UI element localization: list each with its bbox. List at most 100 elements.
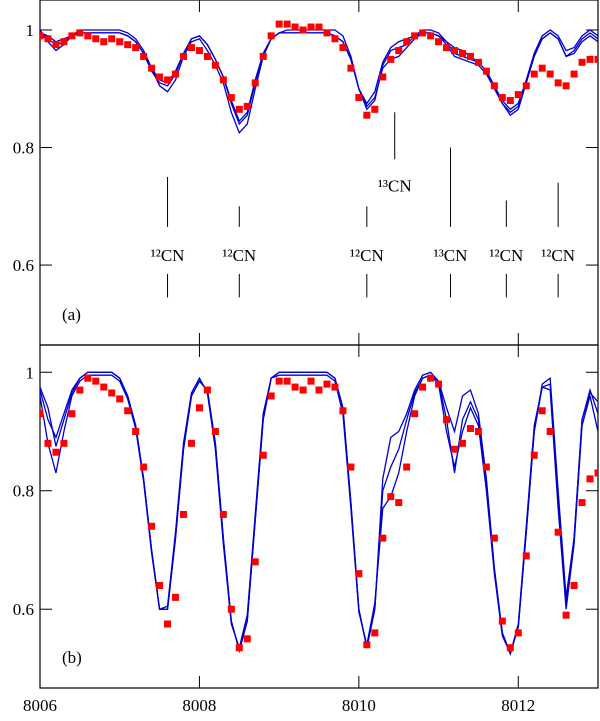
data-point (578, 58, 586, 66)
data-point (235, 105, 243, 113)
plot-frame (39, 0, 599, 346)
data-point (403, 38, 411, 46)
spectrum-line (40, 29, 598, 135)
spectrum-line (40, 32, 598, 123)
data-point (474, 427, 482, 435)
data-point (538, 64, 546, 72)
data-point (44, 439, 52, 447)
data-point (411, 32, 419, 40)
data-point (187, 439, 195, 447)
data-point (60, 439, 68, 447)
data-point (379, 534, 387, 542)
data-point (116, 38, 124, 46)
data-point (132, 44, 140, 52)
data-point (514, 629, 522, 637)
plot-area (40, 20, 598, 135)
data-point (164, 620, 172, 628)
data-point (148, 522, 156, 530)
data-point (92, 377, 100, 385)
annotation-label: ¹²CN (222, 246, 256, 265)
data-point (52, 41, 60, 49)
data-point (427, 32, 435, 40)
data-point (227, 605, 235, 613)
data-point (474, 58, 482, 66)
data-point (538, 407, 546, 415)
data-point (546, 70, 554, 78)
data-point (315, 386, 323, 394)
data-point (331, 35, 339, 43)
data-point (235, 644, 243, 652)
data-point (156, 73, 164, 81)
data-point (562, 611, 570, 619)
data-point (578, 499, 586, 507)
data-point (156, 582, 164, 590)
data-point (140, 463, 148, 471)
data-point (458, 49, 466, 57)
data-point (395, 499, 403, 507)
spectrum-line (40, 32, 598, 126)
plot-frame (39, 344, 599, 689)
data-point (211, 427, 219, 435)
panel-label: (a) (62, 305, 81, 324)
data-point (554, 79, 562, 87)
plot-area (40, 371, 598, 656)
data-point (530, 451, 538, 459)
data-point (451, 47, 459, 55)
data-point (259, 451, 267, 459)
data-point (76, 386, 84, 394)
data-point (371, 629, 379, 637)
data-point (291, 383, 299, 391)
data-point (594, 55, 598, 63)
annotation-label: ¹²CN (151, 246, 185, 265)
data-point (594, 469, 598, 477)
data-point (124, 407, 132, 415)
data-point (490, 534, 498, 542)
annotation-label: ¹²CN (541, 246, 575, 265)
data-point (291, 23, 299, 31)
data-point (283, 377, 291, 385)
data-point (40, 32, 44, 40)
data-point (331, 383, 339, 391)
x-tick-label: 8006 (23, 696, 57, 715)
data-point (490, 82, 498, 90)
data-point (275, 20, 283, 28)
data-point (251, 79, 259, 87)
spectrum-line (40, 371, 598, 656)
panel-label: (b) (62, 648, 82, 667)
data-point (339, 407, 347, 415)
y-tick-label: 1 (26, 363, 35, 382)
data-point (132, 427, 140, 435)
data-point (403, 463, 411, 471)
data-point (347, 463, 355, 471)
data-point (164, 76, 172, 84)
data-point (363, 641, 371, 649)
data-point (363, 111, 371, 119)
data-point (227, 94, 235, 102)
data-point (586, 55, 594, 63)
data-point (124, 41, 132, 49)
data-point (570, 582, 578, 590)
data-point (451, 445, 459, 453)
data-point (283, 20, 291, 28)
data-point (251, 558, 259, 566)
data-point (506, 97, 514, 105)
data-point (443, 44, 451, 52)
data-point (570, 70, 578, 78)
data-point (427, 374, 435, 382)
data-point (299, 386, 307, 394)
data-point (498, 617, 506, 625)
data-point (315, 23, 323, 31)
data-point (100, 38, 108, 46)
data-point (562, 82, 570, 90)
data-point (307, 377, 315, 385)
data-point (498, 94, 506, 102)
data-point (395, 47, 403, 55)
data-point (435, 380, 443, 388)
data-point (40, 410, 44, 418)
data-point (219, 76, 227, 84)
data-point (387, 493, 395, 501)
annotation-label: ¹²CN (489, 246, 523, 265)
data-point (203, 386, 211, 394)
data-point (172, 593, 180, 601)
